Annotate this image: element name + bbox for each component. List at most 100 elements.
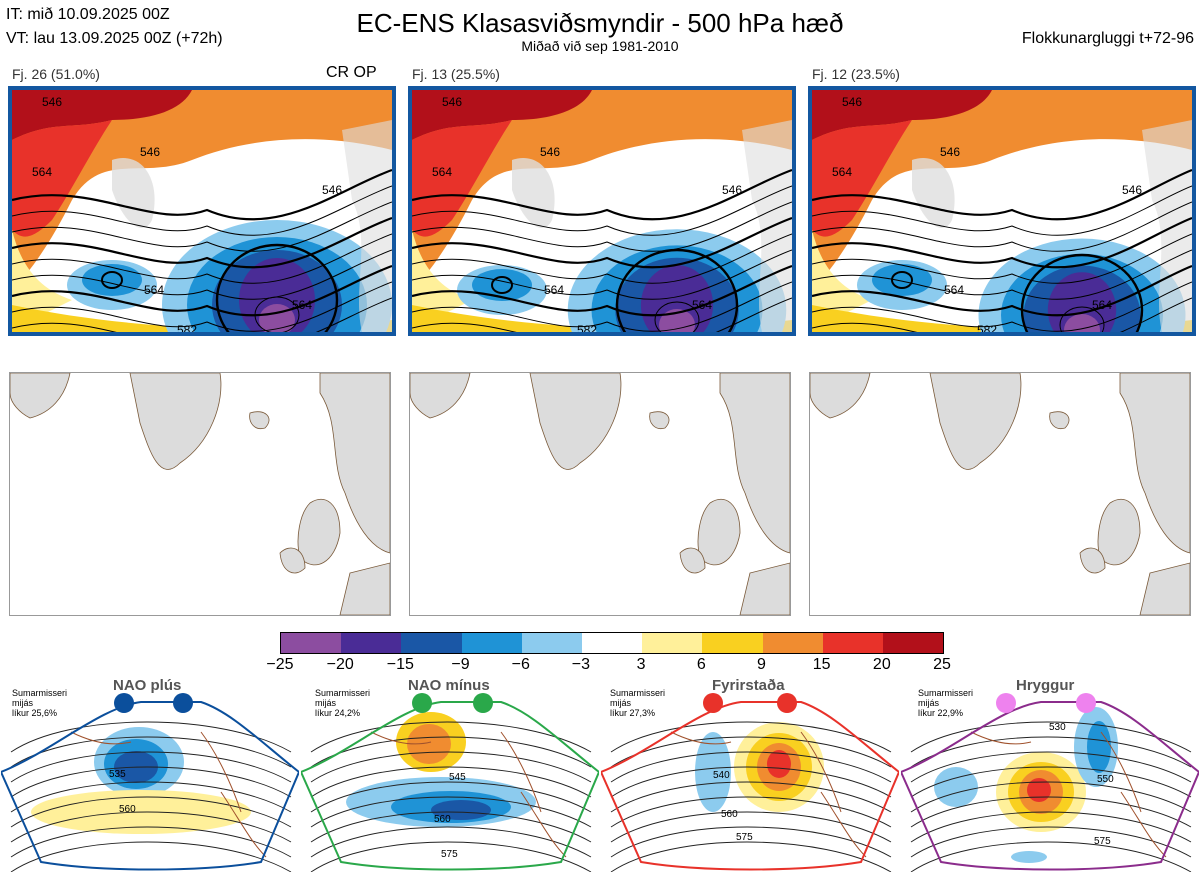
scandinavia-landmass: [1119, 373, 1190, 554]
regime-height-contour: [10, 781, 292, 813]
regime-svg: 535 560: [1, 693, 299, 872]
regime-anomaly-area: [1027, 778, 1051, 802]
regime-marker-dot: [114, 693, 134, 713]
height-contour: [412, 264, 792, 317]
regime-contour-label: 560: [434, 814, 451, 825]
canada-landmass: [810, 373, 871, 419]
height-contour-inner: [1059, 306, 1105, 332]
valid-time: VT: lau 13.09.2025 00Z (+72h): [6, 30, 223, 47]
regime-marker-dot: [1076, 693, 1096, 713]
positive-anomaly-area: [812, 90, 1192, 290]
weak-positive-area: [412, 230, 472, 330]
southern-positive-band: [412, 305, 792, 332]
colorbar-swatch: [461, 633, 522, 653]
contour-label: 564: [692, 298, 712, 312]
regime-fan-outline: [601, 701, 899, 871]
europe-landmass: [339, 562, 390, 615]
height-contour: [12, 264, 392, 317]
contour-label: 582: [977, 323, 997, 332]
regime-height-contour: [610, 826, 892, 858]
contour-label: 564: [144, 283, 164, 297]
greenland-landmass: [129, 373, 222, 470]
regime-contour-label: 530: [1049, 722, 1066, 733]
regime-height-contour: [10, 766, 292, 798]
colorbar-tick-label: 15: [812, 656, 831, 673]
regime-4-info: Sumarmisseri mijás líkur 22,9%: [918, 688, 974, 718]
regime-fan-outline: [1, 701, 299, 871]
regime-contour-label: 545: [449, 772, 466, 783]
page-subtitle: Miðað við sep 1981-2010: [521, 38, 679, 54]
regime-2-name: NAO mínus: [408, 677, 490, 694]
regime-height-contour: [10, 751, 292, 783]
regime-contour-label: 575: [736, 832, 753, 843]
regime-panel-3: 540 560 575: [601, 672, 899, 872]
regime-height-contour: [610, 811, 892, 843]
height-contour: [12, 201, 392, 252]
cluster-map-svg: 546 564 546 564 564 582 546: [812, 90, 1192, 332]
regime-height-contour: [910, 811, 1192, 843]
regime-marker-dot: [173, 693, 193, 713]
positive-anomaly-area: [412, 90, 792, 290]
regime-marker-dot: [996, 693, 1016, 713]
regime-height-contour: [310, 826, 592, 858]
negative-anomaly-core: [239, 258, 315, 332]
height-contour: [812, 264, 1192, 317]
contour-label: 546: [322, 183, 342, 197]
height-contour: [12, 297, 392, 332]
colorbar-tick-label: −25: [266, 656, 294, 673]
contour-label: 564: [1092, 298, 1112, 312]
iceland-landmass: [649, 411, 670, 430]
strong-positive-anomaly-area: [812, 90, 992, 140]
regime-height-contour: [310, 781, 592, 813]
contour-label: 582: [577, 323, 597, 332]
height-contour: [412, 168, 792, 221]
height-contour: [812, 233, 1192, 284]
britain-landmass: [697, 498, 741, 566]
regime-height-contour: [310, 721, 592, 753]
colorbar-swatch: [882, 633, 944, 653]
contour-label: 546: [842, 95, 862, 109]
cluster-1-label: Fj. 26 (51.0%): [12, 66, 100, 82]
regime-coastline: [70, 731, 267, 858]
sw-negative-core: [872, 264, 932, 296]
southern-positive-band: [12, 305, 392, 332]
regime-1-name: NAO plús: [113, 677, 182, 694]
regime-anomaly-area: [1011, 851, 1047, 863]
colorbar-tick-label: −3: [571, 656, 591, 673]
iceland-landmass: [249, 411, 270, 430]
regime-coastline: [670, 731, 867, 858]
regime-svg: 530 550 575: [901, 693, 1199, 872]
colorbar: [280, 632, 944, 654]
sw-contour: [491, 276, 513, 294]
colorbar-swatch: [341, 633, 402, 653]
colorbar-tick-label: 25: [933, 656, 951, 673]
scandinavia-landmass: [1142, 120, 1192, 332]
blank-map-1: [9, 372, 391, 616]
height-contour-546: [215, 243, 339, 332]
height-contour-inner: [254, 296, 300, 332]
canada-landmass: [410, 373, 471, 419]
regime-height-contour: [610, 781, 892, 813]
ireland-landmass: [679, 547, 706, 574]
strong-positive-anomaly-area: [412, 90, 592, 140]
contour-label: 546: [540, 145, 560, 159]
colorbar-tick-label: −20: [326, 656, 354, 673]
regime-anomaly-area: [407, 724, 451, 764]
greenland-landmass: [929, 373, 1022, 470]
contour-label: 582: [177, 323, 197, 332]
regime-svg: 540 560 575: [601, 693, 899, 872]
regime-anomaly-area: [934, 767, 978, 807]
height-contour: [12, 216, 392, 269]
canada-landmass: [10, 373, 71, 419]
regime-height-contour: [910, 721, 1192, 753]
contour-label: 564: [432, 165, 452, 179]
height-contour: [12, 281, 392, 332]
blank-map-svg: [410, 373, 790, 615]
regime-height-contour: [910, 796, 1192, 828]
regime-marker-dot: [473, 693, 493, 713]
scandinavia-landmass: [742, 120, 792, 332]
blank-map-3: [809, 372, 1191, 616]
height-contour: [12, 185, 392, 236]
contour-label: 546: [140, 145, 160, 159]
colorbar-swatch: [581, 633, 643, 653]
